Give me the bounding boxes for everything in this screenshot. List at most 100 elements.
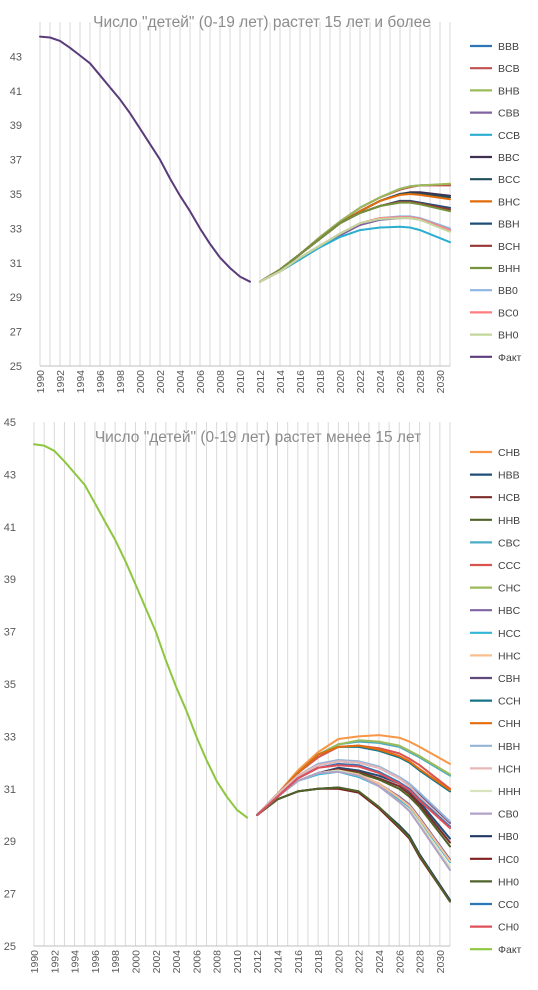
x-tick-label: 2024 <box>375 370 387 394</box>
x-tick-label: 2002 <box>151 950 163 974</box>
x-tick-label: 2030 <box>435 950 447 974</box>
y-tick-label: 27 <box>10 327 22 339</box>
x-tick-label: 1994 <box>75 370 87 394</box>
x-tick-label: 2006 <box>195 370 207 394</box>
x-tick-label: 2016 <box>295 370 307 394</box>
legend-label: CBC <box>498 537 521 549</box>
series-line-CB0 <box>256 770 451 871</box>
x-tick-label: 2004 <box>171 950 183 974</box>
y-tick-label: 43 <box>4 469 16 481</box>
x-tick-label: 2022 <box>355 370 367 394</box>
y-tick-label: 25 <box>4 941 16 953</box>
legend-label: BBC <box>498 152 520 164</box>
y-tick-label: 45 <box>4 417 16 429</box>
x-tick-label: 1992 <box>55 370 67 394</box>
legend-label: BHC <box>498 196 521 208</box>
x-tick-label: 2022 <box>354 950 366 974</box>
series-line-Факт <box>33 443 249 819</box>
legend: BBB BCB BHB CBB CCB BBC BCC BHC BBH BCH BHH BB0 BC0 B… <box>470 41 522 364</box>
x-tick-label: 2018 <box>313 950 325 974</box>
x-tick-label: 2002 <box>155 370 167 394</box>
x-tick-label: 2030 <box>435 370 447 394</box>
y-tick-label: 27 <box>4 889 16 901</box>
y-tick-label: 29 <box>4 836 16 848</box>
chart-bottom: 25 27 29 31 33 35 37 39 41 43 45 1990 1992 1994 1996 19… <box>0 410 538 990</box>
legend-label: BC0 <box>498 307 519 319</box>
x-tick-label: 2012 <box>252 950 264 974</box>
legend-label: CBB <box>498 108 520 120</box>
y-tick-label: 39 <box>10 120 22 132</box>
x-tick-label: 2004 <box>175 370 187 394</box>
legend-label: HCC <box>498 628 521 640</box>
x-tick-label: 2028 <box>415 370 427 394</box>
series-line-BBH <box>259 199 451 283</box>
series-line-BHC <box>259 193 451 283</box>
x-tick-label: 2028 <box>415 950 427 974</box>
series-line-HCH <box>256 760 451 827</box>
x-tick-label: 2014 <box>273 950 285 974</box>
legend-label: HH0 <box>498 876 519 888</box>
x-tick-label: 2000 <box>130 950 142 974</box>
x-tick-label: 2020 <box>335 370 347 394</box>
y-tick-label: 31 <box>10 258 22 270</box>
y-tick-label: 37 <box>10 155 22 167</box>
legend: CHB HBB HCB HHB CBC CCC CHC HBC HCC HHC CBH CCH CHH H… <box>470 447 522 956</box>
series-line-CBB <box>259 217 451 283</box>
y-tick-label: 33 <box>4 731 16 743</box>
legend-label: BBB <box>498 41 519 53</box>
y-tick-label: 35 <box>4 679 16 691</box>
chart-title: Число "детей" (0-19 лет) растет менее 15… <box>95 429 421 446</box>
x-tick-label: 2024 <box>374 950 386 974</box>
x-tick-label: 1990 <box>35 370 47 394</box>
x-tick-label: 1996 <box>90 950 102 974</box>
legend-label: HCB <box>498 492 520 504</box>
x-tick-label: 2016 <box>293 950 305 974</box>
y-tick-label: 35 <box>10 189 22 201</box>
x-tick-label: 2020 <box>333 950 345 974</box>
legend-label: CC0 <box>498 899 519 911</box>
series-line-CHB <box>256 734 451 816</box>
series-line-BH0 <box>259 217 451 283</box>
x-tick-label: 1996 <box>95 370 107 394</box>
y-tick-label: 31 <box>4 784 16 796</box>
y-tick-label: 33 <box>10 223 22 235</box>
x-tick-label: 2026 <box>395 370 407 394</box>
series-line-BBC <box>259 191 451 283</box>
chart-top-svg: 25 27 29 31 33 35 37 39 41 43 1990 1992 1994 1996 1998… <box>10 14 522 394</box>
y-tick-label: 37 <box>4 627 16 639</box>
y-tick-label: 25 <box>10 361 22 373</box>
legend-label: HBH <box>498 741 520 753</box>
legend-label: BCB <box>498 63 520 75</box>
x-tick-label: 2000 <box>135 370 147 394</box>
legend-label: Факт <box>498 944 522 956</box>
legend-label: HHC <box>498 650 521 662</box>
legend-label: HHB <box>498 515 520 527</box>
x-tick-label: 2014 <box>275 370 287 394</box>
legend-label: BBH <box>498 219 520 231</box>
x-tick-label: 1998 <box>115 370 127 394</box>
x-tick-label: 2012 <box>255 370 267 394</box>
legend-label: BB0 <box>498 285 518 297</box>
x-tick-label: 1998 <box>110 950 122 974</box>
y-tick-label: 41 <box>10 86 22 98</box>
legend-label: HB0 <box>498 831 519 843</box>
series-line-BCC <box>259 192 451 283</box>
series-line-Факт <box>39 35 251 283</box>
y-tick-label: 29 <box>10 292 22 304</box>
legend-label: HC0 <box>498 854 519 866</box>
series-line-CCB <box>259 225 451 283</box>
y-tick-label: 41 <box>4 522 16 534</box>
series-line-HCB <box>256 768 451 844</box>
x-tick-label: 2008 <box>215 370 227 394</box>
legend-label: HBB <box>498 470 520 482</box>
x-tick-label: 2010 <box>232 950 244 974</box>
legend-label: HCH <box>498 763 521 775</box>
legend-label: Факт <box>498 352 522 364</box>
series-line-CH0 <box>256 764 451 830</box>
legend-label: BCH <box>498 241 520 253</box>
x-tick-label: 1990 <box>29 950 41 974</box>
legend-label: CH0 <box>498 922 519 934</box>
series-line-BHH <box>259 201 451 283</box>
legend-label: HHH <box>498 786 521 798</box>
legend-label: BH0 <box>498 330 519 342</box>
